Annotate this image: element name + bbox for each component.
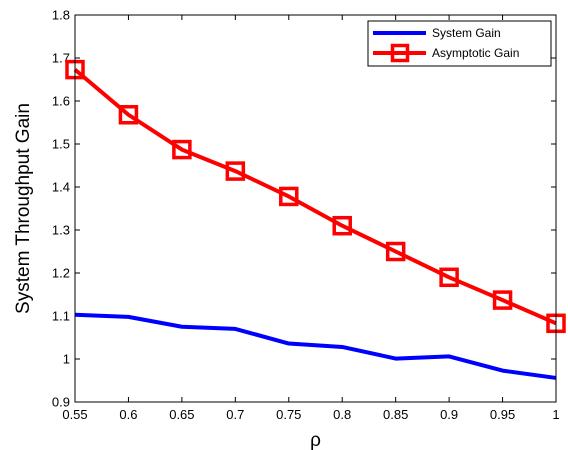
data-point-asymptotic-gain: [385, 241, 406, 262]
x-tick-label: 0.7: [226, 407, 244, 422]
x-tick-label: 1: [552, 407, 559, 422]
legend: System Gain Asymptotic Gain: [367, 20, 552, 67]
data-point-asymptotic-gain: [332, 215, 352, 236]
x-tick-label: 0.85: [383, 407, 408, 422]
x-tick-label: 0.75: [276, 407, 301, 422]
y-tick-label: 1.6: [52, 94, 70, 109]
legend-marker-asymptotic-gain: [390, 43, 410, 63]
data-point-asymptotic-gain: [492, 290, 513, 310]
x-tick-label: 0.55: [62, 407, 87, 422]
plot-frame: [74, 14, 557, 403]
x-tick-label: 0.95: [490, 407, 515, 422]
y-tick-label: 1.2: [52, 266, 70, 281]
x-axis-title: ρ: [310, 430, 321, 450]
data-point-asymptotic-gain: [279, 186, 299, 207]
y-tick-label: 0.9: [52, 395, 70, 410]
data-point-asymptotic-gain: [439, 267, 459, 288]
data-point-asymptotic-gain: [118, 105, 139, 125]
y-tick-label: 1.3: [52, 223, 70, 238]
series-line-asymptotic-gain: [73, 68, 557, 326]
data-point-asymptotic-gain: [172, 139, 192, 160]
y-tick-label: 1.4: [52, 180, 70, 195]
x-tick-label: 0.65: [169, 407, 194, 422]
x-tick-label: 0.9: [440, 407, 458, 422]
y-tick-label: 1.1: [52, 309, 70, 324]
data-point-asymptotic-gain: [225, 161, 246, 181]
plot-background: [75, 15, 556, 402]
series-line-system-gain: [74, 312, 557, 380]
x-tick-label: 0.8: [333, 407, 351, 422]
legend-label-asymptotic-gain: Asymptotic Gain: [432, 46, 519, 60]
y-axis-title: System Throughput Gain: [13, 103, 34, 314]
y-tick-label: 1.5: [52, 137, 70, 152]
y-axis-ticks: 0.911.11.21.31.41.51.61.71.8: [52, 8, 556, 410]
y-tick-label: 1: [63, 352, 70, 367]
x-axis-ticks: 0.55 0.6 0.65 0.7 0.75 0.8 0.85 0.9 0.95 1: [62, 15, 560, 422]
legend-box: [367, 20, 552, 67]
legend-label-system-gain: System Gain: [432, 26, 501, 40]
x-tick-label: 0.6: [119, 407, 137, 422]
y-tick-label: 1.8: [52, 8, 70, 23]
